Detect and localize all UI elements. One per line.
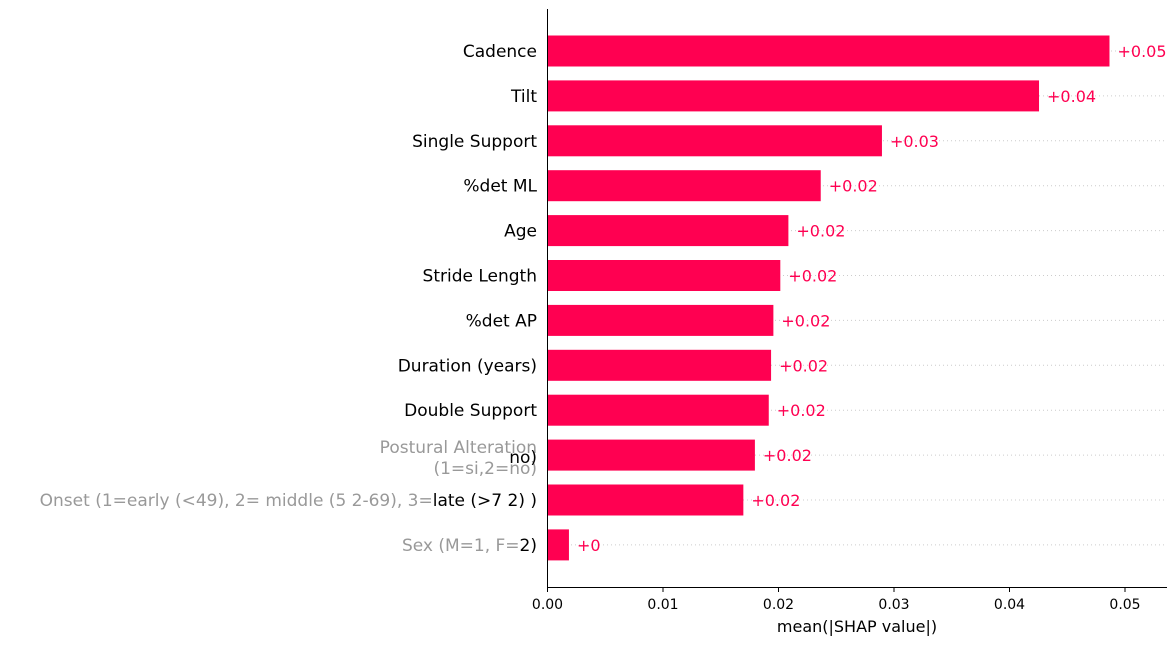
value-label-7: +0.02 (779, 356, 828, 375)
feature-label-overlay-10: late (>7 2) ) (433, 491, 537, 511)
feature-label-5: Stride Length (423, 267, 537, 287)
bar-2 (547, 125, 882, 157)
feature-label-6: %det AP (466, 311, 537, 331)
value-label-2: +0.03 (890, 132, 939, 151)
value-label-4: +0.02 (796, 222, 845, 241)
feature-label-grey-10: Onset (1=early (<49), 2= middle (5 2-69)… (40, 491, 433, 511)
value-label-5: +0.02 (788, 267, 837, 286)
value-label-6: +0.02 (781, 311, 830, 330)
bar-9 (547, 439, 755, 471)
axes: 0.00 0.01 0.02 0.03 0.04 0.05 mean(|SHAP valu… (532, 9, 1167, 636)
bar-1 (547, 80, 1040, 112)
bar-11 (547, 529, 569, 561)
feature-label-2: Single Support (412, 132, 537, 152)
bar-8 (547, 394, 769, 426)
x-tick-label-2: 0.02 (763, 597, 794, 613)
x-tick-label-3: 0.03 (878, 597, 909, 613)
x-tick-label-1: 0.01 (647, 597, 678, 613)
bar-0 (547, 35, 1110, 67)
feature-label-1: Tilt (510, 87, 537, 107)
bar-5 (547, 260, 781, 291)
feature-label-grey-9-line1: Postural Alteration (380, 438, 537, 458)
bar-10 (547, 484, 744, 516)
value-label-8: +0.02 (777, 401, 826, 420)
x-tick-label-0: 0.00 (532, 597, 563, 613)
value-label-11: +0 (577, 536, 601, 555)
feature-label-0: Cadence (463, 42, 537, 62)
value-labels: +0.05 +0.04 +0.03 +0.02 +0.02 +0.02 +0.02 +0.02… (577, 42, 1167, 555)
bars (547, 35, 1110, 561)
feature-label-7: Duration (years) (398, 356, 537, 376)
feature-labels: Cadence Tilt Single Support %det ML Age Strid… (40, 42, 538, 556)
x-tick-label-5: 0.05 (1109, 597, 1140, 613)
feature-label-8: Double Support (404, 401, 537, 421)
value-label-10: +0.02 (751, 491, 800, 510)
bar-4 (547, 215, 789, 247)
value-label-9: +0.02 (763, 446, 812, 465)
bar-3 (547, 170, 821, 202)
feature-label-overlay-9: no) (509, 448, 537, 468)
row-guides (547, 50, 1167, 546)
feature-label-grey-9-line2: (1=si,2=no) (433, 459, 537, 479)
bar-6 (547, 304, 774, 336)
value-label-3: +0.02 (829, 177, 878, 196)
x-ticks: 0.00 0.01 0.02 0.03 0.04 0.05 (532, 587, 1141, 613)
x-tick-label-4: 0.04 (994, 597, 1025, 613)
x-axis-title: mean(|SHAP value|) (777, 617, 937, 636)
feature-label-grey-11: Sex (M=1, F= (402, 536, 520, 556)
feature-label-4: Age (504, 222, 537, 242)
feature-label-3: %det ML (463, 177, 537, 197)
value-label-0: +0.05 (1117, 42, 1166, 61)
bar-7 (547, 349, 772, 381)
feature-label-overlay-11: 2) (520, 536, 537, 556)
value-label-1: +0.04 (1047, 87, 1096, 106)
